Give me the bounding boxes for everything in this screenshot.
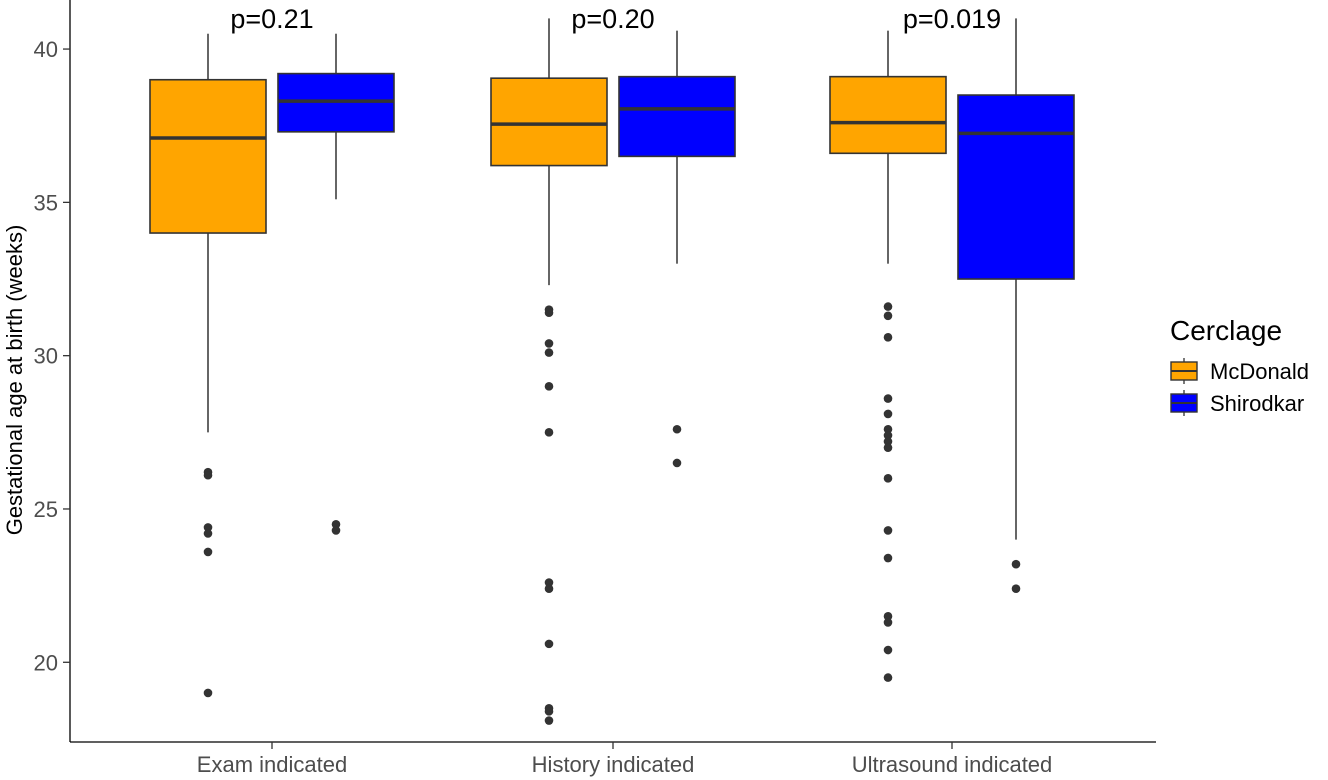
outlier-point — [544, 639, 554, 649]
box-iqr — [829, 75, 947, 155]
y-tick-label-30: 30 — [34, 344, 58, 369]
outlier-point — [1011, 584, 1021, 593]
y-tick-label-35: 35 — [34, 190, 58, 215]
y-axis-label: Gestational age at birth (weeks) — [2, 225, 27, 536]
legend-item-shirodkar: Shirodkar — [1170, 390, 1304, 416]
x-tick-label-2: Ultrasound indicated — [852, 752, 1053, 777]
plot-area: p=0.21 p=0.20 p=0.019 — [149, 4, 1075, 725]
box-iqr — [149, 78, 267, 234]
outlier-point — [883, 443, 893, 452]
outlier-point — [203, 523, 213, 532]
box-iqr — [957, 94, 1075, 280]
outlier-point — [544, 584, 554, 593]
outlier-point — [331, 526, 341, 535]
box-shirodkar-1 — [618, 30, 736, 468]
box-mcdonald-0 — [149, 33, 267, 698]
outlier-point — [883, 394, 893, 403]
outlier-point — [883, 526, 893, 535]
outlier-point — [883, 474, 893, 483]
outlier-point — [883, 332, 893, 342]
outlier-point — [883, 437, 893, 446]
box-shirodkar-0 — [277, 33, 395, 535]
outlier-point — [544, 716, 554, 725]
axes: Gestational age at birth (weeks) 20 25 30 3… — [2, 0, 1156, 777]
p-value-annotation-2: p=0.019 — [903, 4, 1001, 34]
outlier-point — [203, 470, 213, 480]
box-iqr — [490, 77, 608, 167]
legend-item-mcdonald: McDonald — [1170, 358, 1309, 384]
p-value-annotation-1: p=0.20 — [571, 4, 654, 34]
box-mcdonald-2 — [829, 30, 947, 682]
outlier-point — [203, 529, 213, 538]
outlier-point — [203, 688, 213, 698]
outlier-point — [544, 339, 554, 348]
outlier-point — [883, 302, 893, 311]
outlier-point — [883, 673, 893, 682]
p-value-annotation-0: p=0.21 — [230, 4, 313, 34]
outlier-point — [883, 409, 893, 419]
x-tick-label-1: History indicated — [532, 752, 695, 777]
outlier-point — [544, 308, 554, 318]
outlier-point — [544, 348, 554, 357]
outlier-point — [203, 547, 213, 557]
outlier-point — [672, 458, 682, 468]
outlier-point — [883, 553, 893, 563]
outlier-point — [883, 611, 893, 621]
box-mcdonald-1 — [490, 18, 608, 725]
box-iqr — [618, 75, 736, 158]
legend-label: McDonald — [1210, 359, 1309, 384]
legend-label: Shirodkar — [1210, 391, 1304, 416]
outlier-point — [672, 424, 682, 434]
outlier-point — [544, 382, 554, 391]
outlier-point — [883, 424, 893, 434]
legend-title: Cerclage — [1170, 315, 1282, 346]
outlier-point — [544, 707, 554, 716]
outlier-point — [544, 428, 554, 437]
y-tick-label-25: 25 — [34, 497, 58, 522]
outlier-point — [883, 311, 893, 321]
y-tick-label-20: 20 — [34, 650, 58, 675]
outlier-point — [544, 578, 554, 587]
outlier-point — [331, 520, 341, 529]
outlier-point — [883, 431, 893, 440]
outlier-point — [1011, 559, 1021, 569]
legend: Cerclage McDonald Shirodkar — [1170, 315, 1309, 416]
outlier-point — [883, 618, 893, 627]
box-shirodkar-2 — [957, 18, 1075, 593]
x-tick-label-0: Exam indicated — [197, 752, 347, 777]
outlier-point — [883, 645, 893, 655]
y-tick-label-40: 40 — [34, 37, 58, 62]
